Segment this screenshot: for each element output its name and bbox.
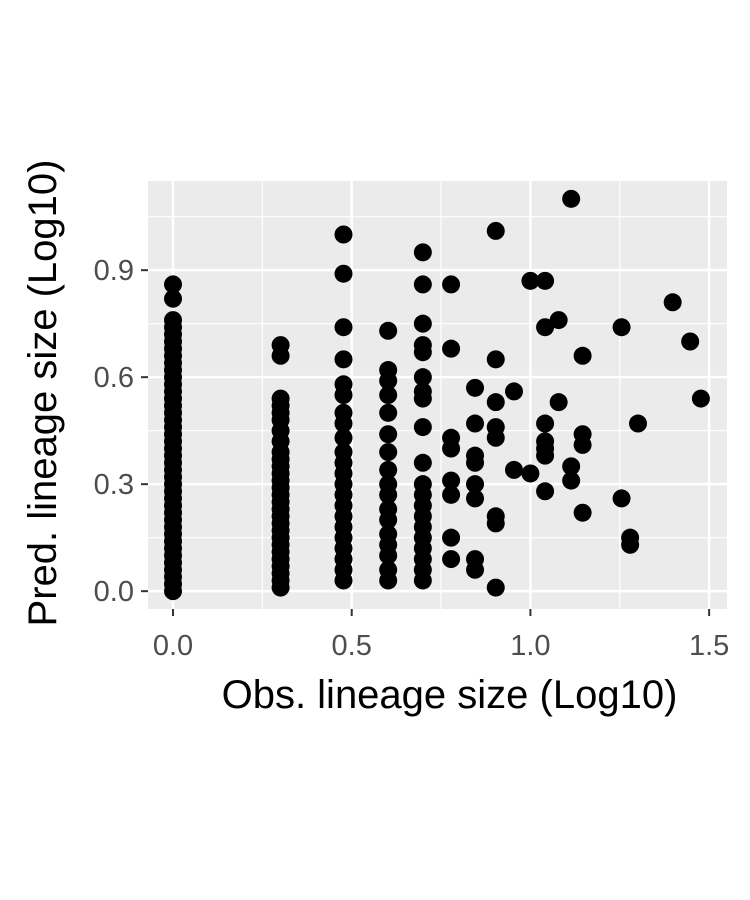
data-point xyxy=(442,339,461,358)
data-point xyxy=(442,485,461,504)
data-point xyxy=(612,318,631,337)
data-point xyxy=(536,318,555,337)
data-point xyxy=(271,336,290,355)
data-point xyxy=(621,528,640,547)
data-point xyxy=(466,446,485,465)
data-point xyxy=(334,443,353,462)
data-points xyxy=(164,189,710,601)
data-point xyxy=(413,314,432,333)
data-point xyxy=(486,578,505,597)
plot-panel xyxy=(148,181,727,609)
data-point xyxy=(413,453,432,472)
data-point xyxy=(536,432,555,451)
data-point xyxy=(334,350,353,369)
data-point xyxy=(379,560,398,579)
data-point xyxy=(379,361,398,380)
data-point xyxy=(466,378,485,397)
data-point xyxy=(521,271,540,290)
data-point xyxy=(442,528,461,547)
data-point xyxy=(691,389,710,408)
y-tick-label: 0.0 xyxy=(94,576,134,608)
data-point xyxy=(413,475,432,494)
x-tick-label: 1.5 xyxy=(689,630,729,662)
x-tick-label: 0.0 xyxy=(153,630,193,662)
data-point xyxy=(549,311,568,330)
data-point xyxy=(442,550,461,569)
data-point xyxy=(562,471,581,490)
major-gridlines xyxy=(148,181,727,609)
data-point xyxy=(413,382,432,401)
data-point xyxy=(413,336,432,355)
data-point xyxy=(612,489,631,508)
data-point xyxy=(164,275,183,294)
data-point xyxy=(379,475,398,494)
data-point xyxy=(536,482,555,501)
data-point xyxy=(379,425,398,444)
y-tick-label: 0.3 xyxy=(94,469,134,501)
data-point xyxy=(164,311,183,330)
minor-gridlines xyxy=(148,181,727,609)
data-point xyxy=(536,271,555,290)
data-point xyxy=(573,425,592,444)
data-point xyxy=(334,225,353,244)
y-axis-ticks: 0.0 0.3 0.6 0.9 xyxy=(94,255,148,608)
data-point xyxy=(466,475,485,494)
data-point xyxy=(504,382,523,401)
data-point xyxy=(681,332,700,351)
data-point xyxy=(379,403,398,422)
data-point xyxy=(164,289,183,308)
data-point xyxy=(562,189,581,208)
x-axis-ticks: 0.0 0.5 1.0 1.5 xyxy=(153,609,729,662)
data-point xyxy=(413,243,432,262)
data-point xyxy=(573,503,592,522)
data-point xyxy=(379,500,398,519)
data-point xyxy=(486,350,505,369)
data-point xyxy=(334,403,353,422)
data-point xyxy=(466,414,485,433)
data-point xyxy=(442,275,461,294)
data-point xyxy=(379,386,398,404)
data-point xyxy=(573,346,592,365)
data-point xyxy=(442,471,461,490)
data-point xyxy=(663,293,682,312)
y-tick-label: 0.9 xyxy=(94,255,134,287)
data-point xyxy=(466,550,485,569)
data-point xyxy=(504,460,523,479)
data-point xyxy=(334,264,353,283)
data-point xyxy=(413,368,432,387)
data-point xyxy=(486,393,505,412)
data-point xyxy=(334,375,353,394)
data-point xyxy=(379,525,398,544)
data-point xyxy=(521,464,540,483)
data-point xyxy=(413,275,432,294)
data-point xyxy=(379,321,398,340)
data-point xyxy=(466,489,485,508)
data-point xyxy=(536,414,555,433)
data-point xyxy=(334,428,353,447)
data-point xyxy=(486,418,505,437)
data-point xyxy=(486,507,505,526)
data-point xyxy=(549,393,568,412)
data-point xyxy=(629,414,648,433)
data-point xyxy=(379,460,398,479)
x-tick-label: 1.0 xyxy=(510,630,550,662)
x-axis-title: Obs. lineage size (Log10) xyxy=(222,673,678,717)
data-point xyxy=(379,443,398,462)
data-point xyxy=(442,428,461,447)
y-tick-label: 0.6 xyxy=(94,362,134,394)
data-point xyxy=(562,457,581,476)
data-point xyxy=(334,318,353,337)
data-point xyxy=(413,418,432,437)
data-point xyxy=(486,221,505,240)
x-tick-label: 0.5 xyxy=(332,630,372,662)
y-axis-title: Pred. lineage size (Log10) xyxy=(21,160,65,627)
data-point xyxy=(271,389,290,408)
